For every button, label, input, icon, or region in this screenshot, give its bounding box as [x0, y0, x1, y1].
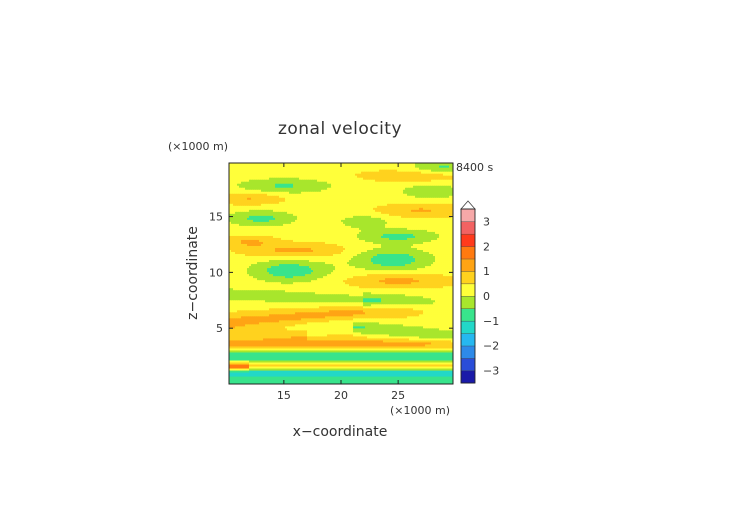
contour-field	[229, 163, 454, 385]
chart-title: zonal velocity	[278, 119, 402, 139]
y-unit-label: (×1000 m)	[168, 140, 228, 153]
time-label: 8400 s	[456, 161, 493, 174]
